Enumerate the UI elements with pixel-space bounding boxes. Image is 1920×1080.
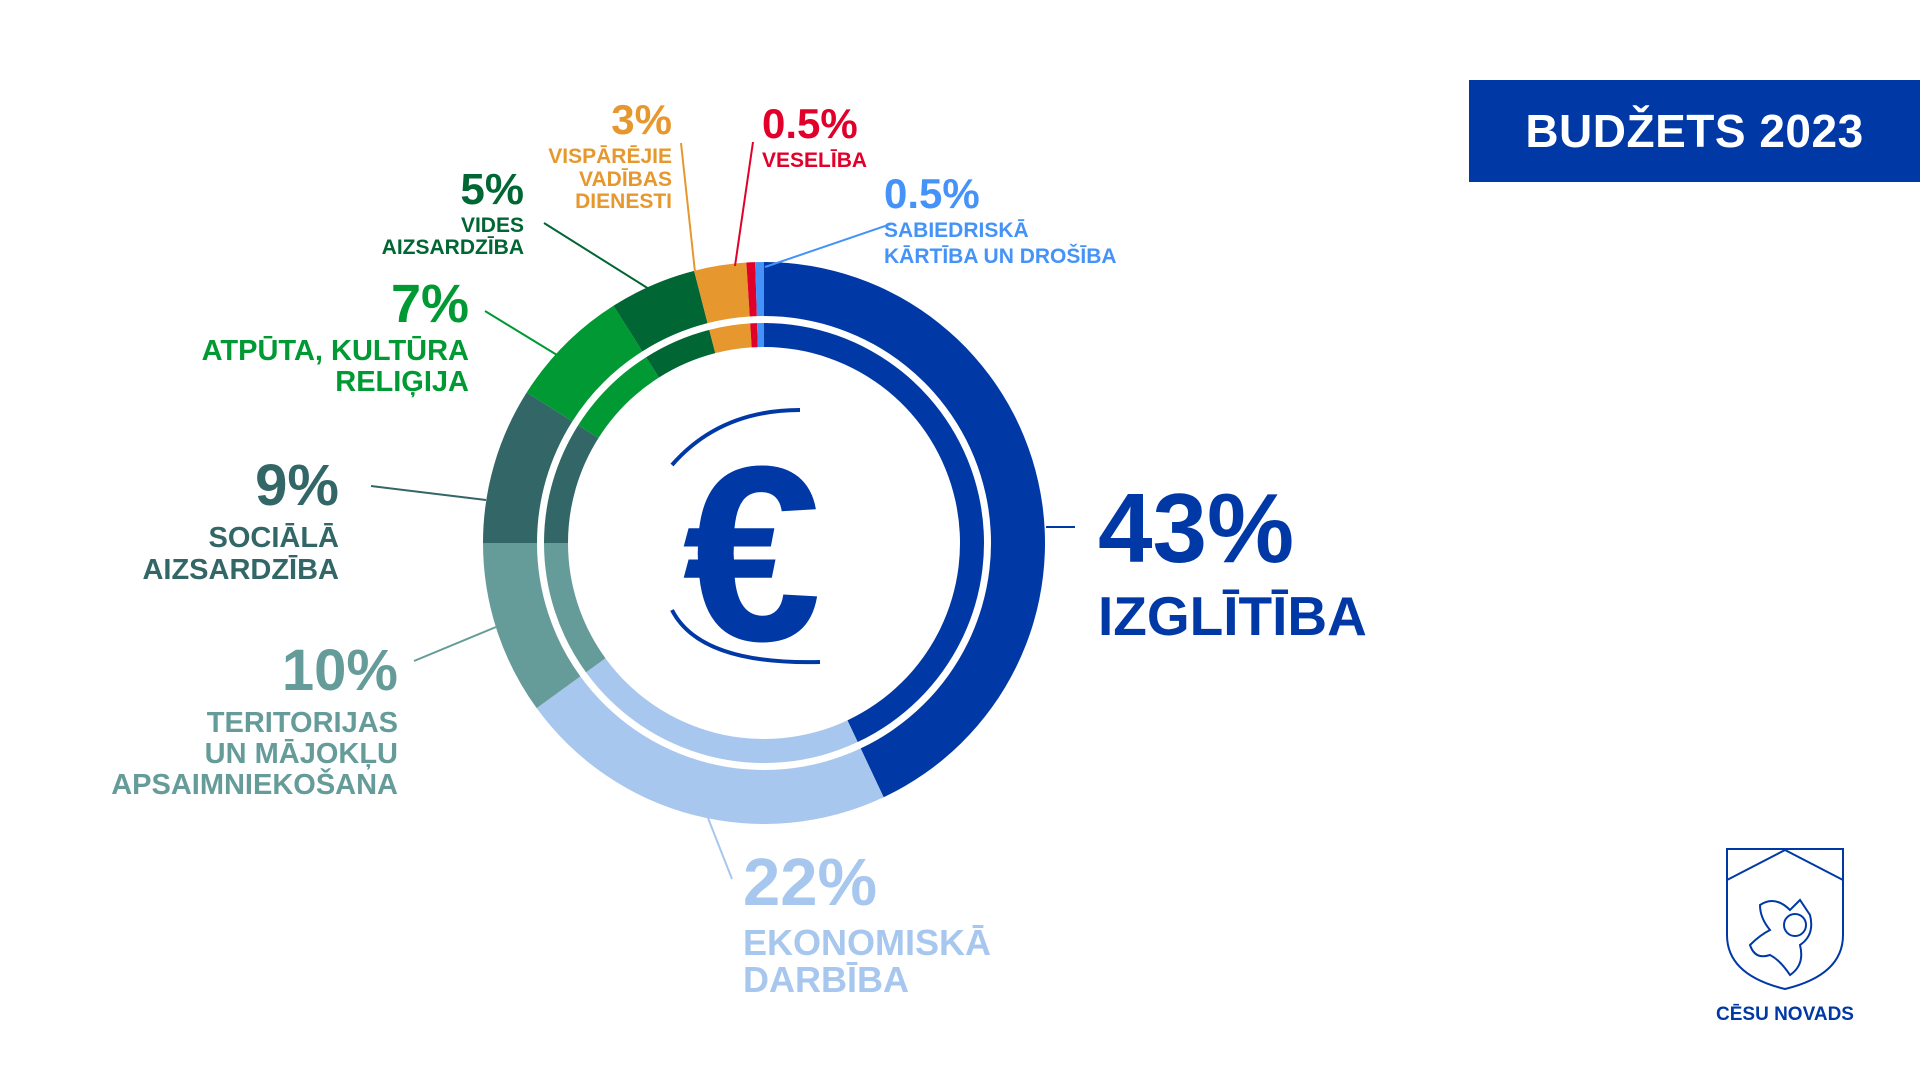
outer-ring-slice-6 [694, 262, 750, 324]
logo-text: CĒSU NOVADS [1716, 1004, 1854, 1025]
inner-ring-slice-4 [578, 357, 659, 438]
slice-category-label-8-1: KĀRTĪBA UN DROŠĪBA [884, 244, 1117, 268]
slice-category-label-1-0: EKONOMISKĀ [743, 922, 991, 963]
leader-line-8 [764, 223, 892, 268]
title-banner: BUDŽETS 2023 [1469, 80, 1920, 182]
inner-ring-slice-5 [646, 329, 716, 378]
leader-line-5 [543, 222, 650, 290]
leader-line-1 [707, 817, 733, 880]
slice-percent-label-7: 0.5% [762, 100, 858, 147]
inner-ring-slice-1 [586, 658, 858, 763]
slice-category-label-6-0: VISPĀRĒJIE [548, 145, 672, 168]
leader-line-2 [413, 626, 497, 662]
slice-percent-label-4: 7% [391, 274, 469, 334]
slice-category-label-1-1: DARBĪBA [743, 959, 909, 1000]
slice-category-label-3-0: SOCIĀLĀ [209, 522, 340, 554]
slice-category-label-4-1: RELIĢIJA [335, 366, 469, 398]
slice-category-label-8-0: SABIEDRISKĀ [884, 219, 1029, 242]
outer-ring-slice-2 [483, 543, 581, 709]
slice-percent-label-8: 0.5% [884, 170, 980, 217]
slice-category-label-2-2: APSAIMNIEKOŠANA [111, 767, 398, 801]
inner-ring-slice-7 [750, 323, 758, 348]
slice-category-label-6-1: VADĪBAS [579, 168, 672, 191]
slice-percent-label-6: 3% [611, 96, 672, 143]
slice-category-label-7-0: VESELĪBA [762, 149, 867, 172]
inner-ring-slice-6 [709, 323, 752, 354]
page-title: BUDŽETS 2023 [1525, 105, 1864, 157]
slice-category-label-0-0: IZGLĪTĪBA [1098, 585, 1367, 647]
slice-percent-label-5: 5% [460, 165, 524, 214]
slice-percent-label-2: 10% [282, 638, 398, 703]
svg-text:€: € [682, 414, 821, 693]
slice-percent-label-1: 22% [743, 845, 877, 920]
outer-ring-slice-3 [483, 392, 573, 543]
outer-ring-slice-5 [613, 270, 708, 352]
leader-line-3 [370, 485, 487, 501]
outer-ring-slice-0 [764, 262, 1045, 798]
slice-category-label-5-0: VIDES [461, 214, 524, 237]
inner-ring-slice-2 [544, 543, 606, 673]
euro-icon: € [670, 408, 822, 693]
slice-category-label-5-1: AIZSARDZĪBA [382, 236, 524, 259]
slice-category-label-4-0: ATPŪTA, KULTŪRA [202, 335, 469, 367]
slice-category-label-6-2: DIENESTI [575, 190, 672, 213]
leader-line-6 [680, 142, 696, 273]
leader-line-4 [484, 310, 558, 356]
outer-ring-slice-7 [746, 262, 757, 317]
slice-category-label-3-1: AIZSARDZĪBA [142, 554, 339, 586]
inner-ring-slice-3 [544, 425, 599, 543]
inner-ring-slice-0 [764, 323, 984, 743]
slice-percent-label-3: 9% [255, 453, 339, 518]
slice-percent-label-0: 43% [1098, 473, 1294, 583]
outer-ring-slice-1 [536, 676, 884, 824]
leader-line-7 [734, 141, 754, 267]
slice-category-label-2-0: TERITORIJAS [207, 707, 398, 739]
slice-category-label-2-1: UN MĀJOKĻU [205, 738, 398, 770]
coat-of-arms-logo [1726, 848, 1844, 991]
outer-ring-slice-8 [755, 262, 764, 317]
inner-ring-slice-8 [757, 323, 764, 348]
outer-ring-slice-4 [526, 305, 643, 422]
